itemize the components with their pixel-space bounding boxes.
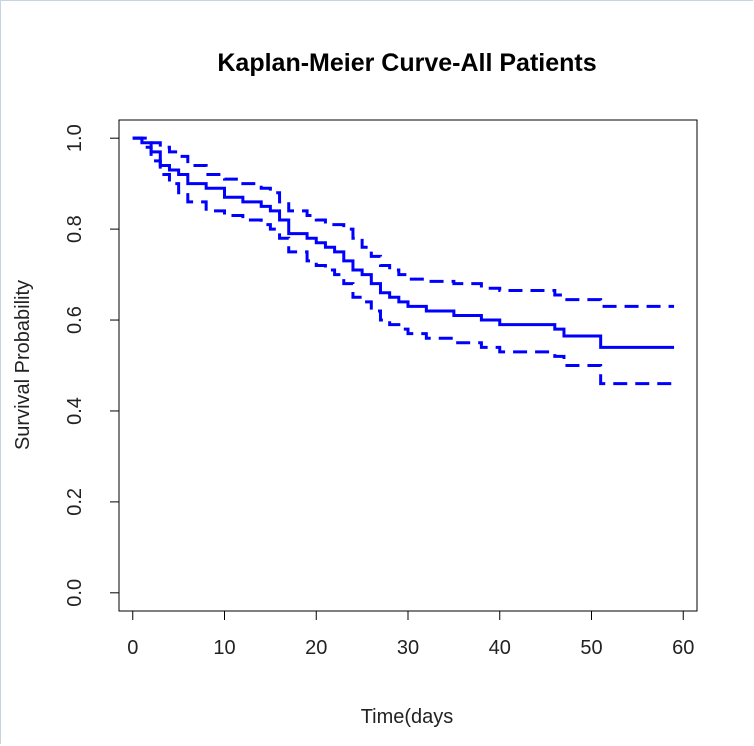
- y-axis-label: Survival Probability: [12, 280, 34, 450]
- confidence-band-line: [132, 136, 675, 308]
- plot-box: [118, 119, 698, 612]
- x-tick-label: 50: [580, 637, 602, 659]
- axis-ticks: 0 10 20 30 40 50 60 0.0 0.2 0.4 0.6 0.8 1.0: [64, 124, 694, 659]
- series-lines: [132, 136, 675, 386]
- y-tick-label: 0.8: [64, 215, 86, 243]
- x-tick-label: 60: [672, 637, 694, 659]
- x-tick-label: 10: [213, 637, 235, 659]
- y-tick-label: 0.0: [64, 579, 86, 607]
- x-tick-label: 20: [305, 637, 327, 659]
- x-tick-label: 0: [127, 637, 138, 659]
- y-tick-label: 0.4: [64, 397, 86, 425]
- x-axis-label: Time(days: [361, 706, 454, 728]
- x-tick-label: 40: [489, 637, 511, 659]
- survival-curve-line: [132, 136, 675, 349]
- confidence-band-line: [132, 136, 675, 386]
- y-tick-label: 0.6: [64, 306, 86, 334]
- chart-title: Kaplan-Meier Curve-All Patients: [217, 49, 596, 77]
- x-tick-label: 30: [397, 637, 419, 659]
- y-tick-label: 1.0: [64, 124, 86, 152]
- y-tick-label: 0.2: [64, 488, 86, 516]
